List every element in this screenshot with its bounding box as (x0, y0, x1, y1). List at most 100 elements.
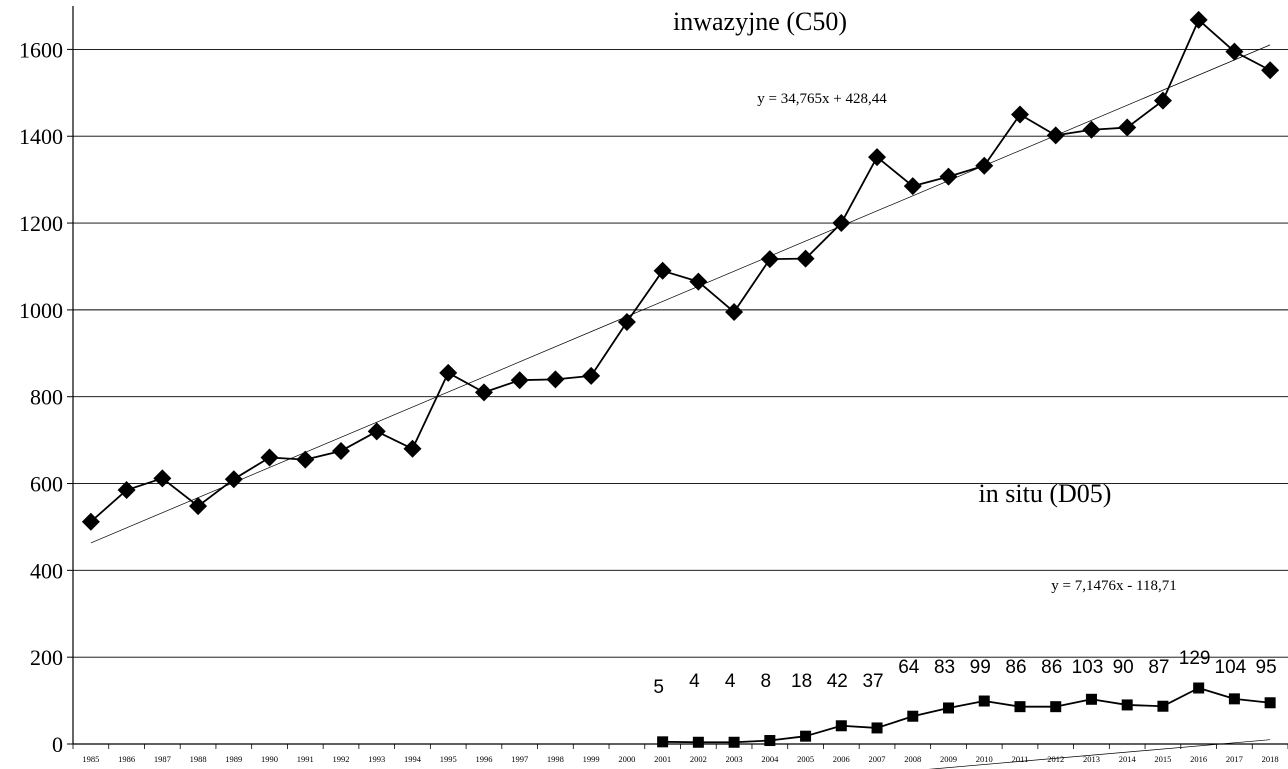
data-point-square (800, 730, 812, 742)
data-label: 8 (761, 671, 772, 692)
x-tick-label: 1999 (583, 754, 600, 764)
data-point-diamond (439, 363, 458, 382)
data-point-diamond (510, 371, 529, 390)
x-tick-label: 2002 (690, 754, 707, 764)
data-point-diamond (868, 148, 887, 167)
data-label: 86 (1041, 657, 1062, 678)
x-tick-label: 2016 (1190, 754, 1207, 764)
data-point-diamond (1082, 120, 1101, 139)
x-tick-label: 1992 (333, 754, 350, 764)
data-point-square (1121, 699, 1133, 711)
data-point-square (943, 702, 955, 714)
x-tick-label: 2006 (833, 754, 850, 764)
x-tick-label: 1995 (440, 754, 457, 764)
data-label: 103 (1072, 657, 1104, 678)
data-point-diamond (153, 469, 172, 488)
x-tick-label: 2018 (1262, 754, 1279, 764)
data-point-square (728, 736, 740, 748)
x-tick-label: 2001 (654, 754, 671, 764)
x-tick-label: 1988 (190, 754, 207, 764)
data-point-diamond (725, 303, 744, 322)
y-axis-ticks: 0 200 400 600 800 1000 1200 1400 1600 (19, 6, 74, 757)
x-tick-label: 2014 (1119, 754, 1137, 764)
y-tick-label: 1200 (19, 211, 63, 236)
data-label: 87 (1148, 657, 1169, 678)
y-tick-label: 200 (30, 645, 63, 670)
data-point-square (692, 736, 704, 748)
data-point-diamond (367, 422, 386, 441)
x-tick-label: 2005 (797, 754, 814, 764)
x-axis-ticks: 1985 1986 1987 1988 1989 1990 1991 1992 1993 1994… (72, 743, 1288, 764)
trend-equation-invasive: y = 34,765x + 428,44 (757, 91, 887, 107)
data-point-square (1014, 701, 1026, 713)
x-tick-label: 2000 (618, 754, 635, 764)
y-tick-label: 1000 (19, 298, 63, 323)
data-label: 99 (970, 657, 991, 678)
data-point-diamond (653, 261, 672, 280)
data-point-diamond (296, 450, 315, 469)
series-label-invasive: inwazyjne (C50) (673, 7, 847, 36)
series-label-in-situ: in situ (D05) (979, 479, 1112, 508)
x-tick-label: 1989 (225, 754, 242, 764)
data-point-square (1050, 701, 1062, 713)
data-label: 4 (689, 671, 700, 692)
data-point-diamond (1153, 91, 1172, 110)
data-point-square (871, 722, 883, 734)
data-point-diamond (689, 272, 708, 291)
x-tick-label: 1997 (511, 754, 528, 764)
y-tick-label: 1400 (19, 124, 63, 149)
data-label: 90 (1113, 657, 1134, 678)
x-tick-label: 2012 (1047, 754, 1064, 764)
data-point-diamond (582, 366, 601, 385)
data-label: 129 (1179, 648, 1211, 669)
data-point-square (1085, 693, 1097, 705)
x-tick-label: 1998 (547, 754, 564, 764)
data-point-diamond (546, 370, 565, 389)
data-point-diamond (403, 439, 422, 458)
data-point-square (1264, 697, 1276, 709)
x-tick-label: 1986 (118, 754, 135, 764)
x-tick-label: 1991 (297, 754, 314, 764)
data-point-square (1157, 700, 1169, 712)
data-point-diamond (224, 470, 243, 489)
x-tick-label: 2015 (1154, 754, 1171, 764)
data-point-square (1228, 693, 1240, 705)
data-point-diamond (617, 313, 636, 332)
data-point-diamond (81, 512, 100, 531)
data-point-diamond (760, 250, 779, 269)
x-tick-label: 1990 (261, 754, 278, 764)
data-point-diamond (832, 214, 851, 233)
x-tick-label: 2017 (1226, 754, 1243, 764)
data-point-square (657, 736, 669, 748)
data-point-diamond (117, 481, 136, 500)
data-point-square (764, 735, 776, 747)
x-tick-label: 1993 (368, 754, 385, 764)
y-tick-label: 400 (30, 558, 63, 583)
data-label: 83 (934, 657, 955, 678)
data-label: 18 (791, 671, 812, 692)
data-labels: 5 4 4 8 18 42 37 64 83 99 86 86 103 90 87 129 104 95 (653, 648, 1276, 698)
data-label: 4 (725, 671, 736, 692)
data-point-diamond (796, 249, 815, 268)
x-tick-label: 1994 (404, 754, 422, 764)
data-point-diamond (975, 156, 994, 175)
series-layer (81, 10, 1280, 748)
data-point-square (978, 695, 990, 707)
series-line (662, 687, 1271, 744)
data-label: 5 (653, 677, 664, 698)
data-label: 37 (862, 671, 883, 692)
x-tick-label: 2007 (869, 754, 886, 764)
x-tick-label: 2009 (940, 754, 957, 764)
trend-lines (90, 44, 1271, 769)
y-tick-label: 1600 (19, 37, 63, 62)
x-tick-label: 2011 (1012, 754, 1029, 764)
data-point-diamond (260, 448, 279, 467)
x-tick-label: 2004 (761, 754, 779, 764)
y-tick-label: 0 (52, 732, 63, 757)
y-gridlines (73, 48, 1288, 658)
data-point-diamond (1010, 105, 1029, 124)
data-point-square (835, 720, 847, 732)
data-label: 86 (1005, 657, 1026, 678)
data-label: 95 (1256, 657, 1277, 678)
